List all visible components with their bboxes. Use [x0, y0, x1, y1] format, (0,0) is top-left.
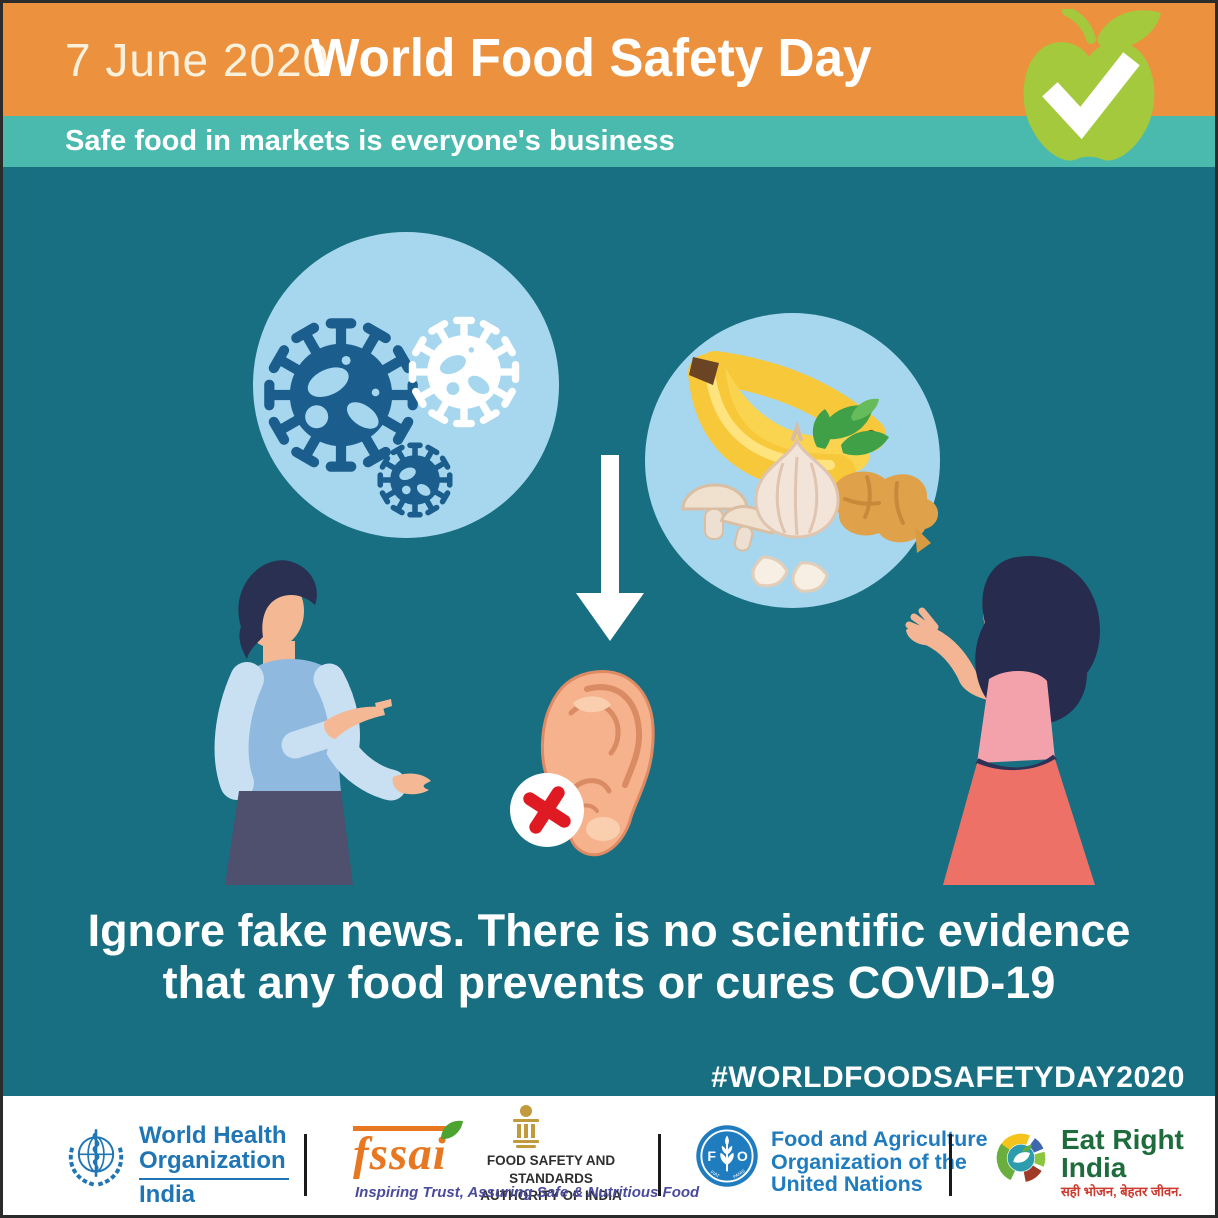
fao-logo: Food and Agriculture Organization of the…	[771, 1128, 988, 1196]
coronavirus-icon-large	[269, 323, 412, 466]
who-logo: World Health Organization India	[139, 1122, 289, 1208]
header-band: 7 June 2020 World Food Safety Day	[3, 3, 1215, 116]
fao-line-2: Organization of the	[771, 1149, 967, 1174]
eat-right-india-logo: Eat Right India सही भोजन, बेहतर जीवन.	[1061, 1124, 1184, 1199]
poster-body: Ignore fake news. There is no scientific…	[3, 167, 1215, 1096]
theme-tagline: Safe food in markets is everyone's busin…	[65, 125, 675, 157]
footer-divider	[658, 1134, 661, 1196]
footer-divider	[304, 1134, 307, 1196]
red-cross-icon	[510, 773, 584, 847]
message-line-1: Ignore fake news. There is no scientific…	[87, 905, 1131, 956]
down-arrow-icon	[576, 455, 644, 641]
who-emblem-icon	[68, 1129, 124, 1187]
fao-emblem-icon: F O FIAT PANIS	[696, 1125, 758, 1187]
poster-date: 7 June 2020	[65, 34, 330, 86]
fao-line-3: United Nations	[771, 1172, 923, 1197]
fssai-logo: fssai	[353, 1120, 463, 1180]
hashtag: #WORLDFOODSAFETYDAY2020	[711, 1061, 1185, 1094]
fao-line-1: Food and Agriculture	[771, 1127, 988, 1151]
fssai-tagline: Inspiring Trust, Assuring Safe & Nutriti…	[355, 1184, 700, 1201]
man-figure	[214, 560, 431, 885]
fao-motto-right: PANIS	[732, 1168, 746, 1179]
immunity-foods-illustration	[681, 351, 939, 593]
fao-letter-f: F	[707, 1148, 716, 1164]
food-circle	[645, 313, 940, 608]
fssai-org-name: FOOD SAFETY AND STANDARDS AUTHORITY OF I…	[451, 1152, 651, 1205]
footer-logos: World Health Organization India fssai	[3, 1096, 1215, 1215]
lion-capital-emblem-icon	[513, 1105, 539, 1148]
fssai-org-line-1: FOOD SAFETY AND STANDARDS	[486, 1153, 616, 1186]
eat-right-line-2: India	[1061, 1152, 1127, 1183]
fssai-org-line-2: AUTHORITY OF INDIA	[480, 1188, 622, 1204]
virus-circle	[253, 232, 559, 538]
who-name-line-2: Organization	[139, 1146, 286, 1174]
fssai-wordmark: fssai	[353, 1128, 447, 1180]
message-line-2: that any food prevents or cures COVID-19	[162, 957, 1056, 1009]
who-name-line-1: World Health	[139, 1122, 287, 1149]
theme-band: Safe food in markets is everyone's busin…	[3, 116, 1215, 167]
coronavirus-icon-small	[380, 445, 449, 514]
main-message: Ignore fake news. There is no scientific…	[3, 905, 1215, 1009]
coronavirus-icon-white	[412, 320, 515, 423]
eat-right-hindi-tagline: सही भोजन, बेहतर जीवन.	[1061, 1184, 1182, 1199]
fao-motto-left: FIAT	[710, 1169, 721, 1178]
fssai-leaf-icon	[441, 1120, 463, 1140]
fao-letter-o: O	[737, 1148, 748, 1164]
eat-right-india-logo-icon	[996, 1133, 1046, 1183]
woman-figure	[905, 555, 1100, 885]
apple-with-checkmark-icon	[1023, 9, 1161, 161]
eat-right-line-1: Eat Right	[1061, 1124, 1184, 1155]
poster-title: World Food Safety Day	[311, 28, 872, 88]
who-country: India	[139, 1177, 289, 1208]
footer-divider	[949, 1134, 952, 1196]
